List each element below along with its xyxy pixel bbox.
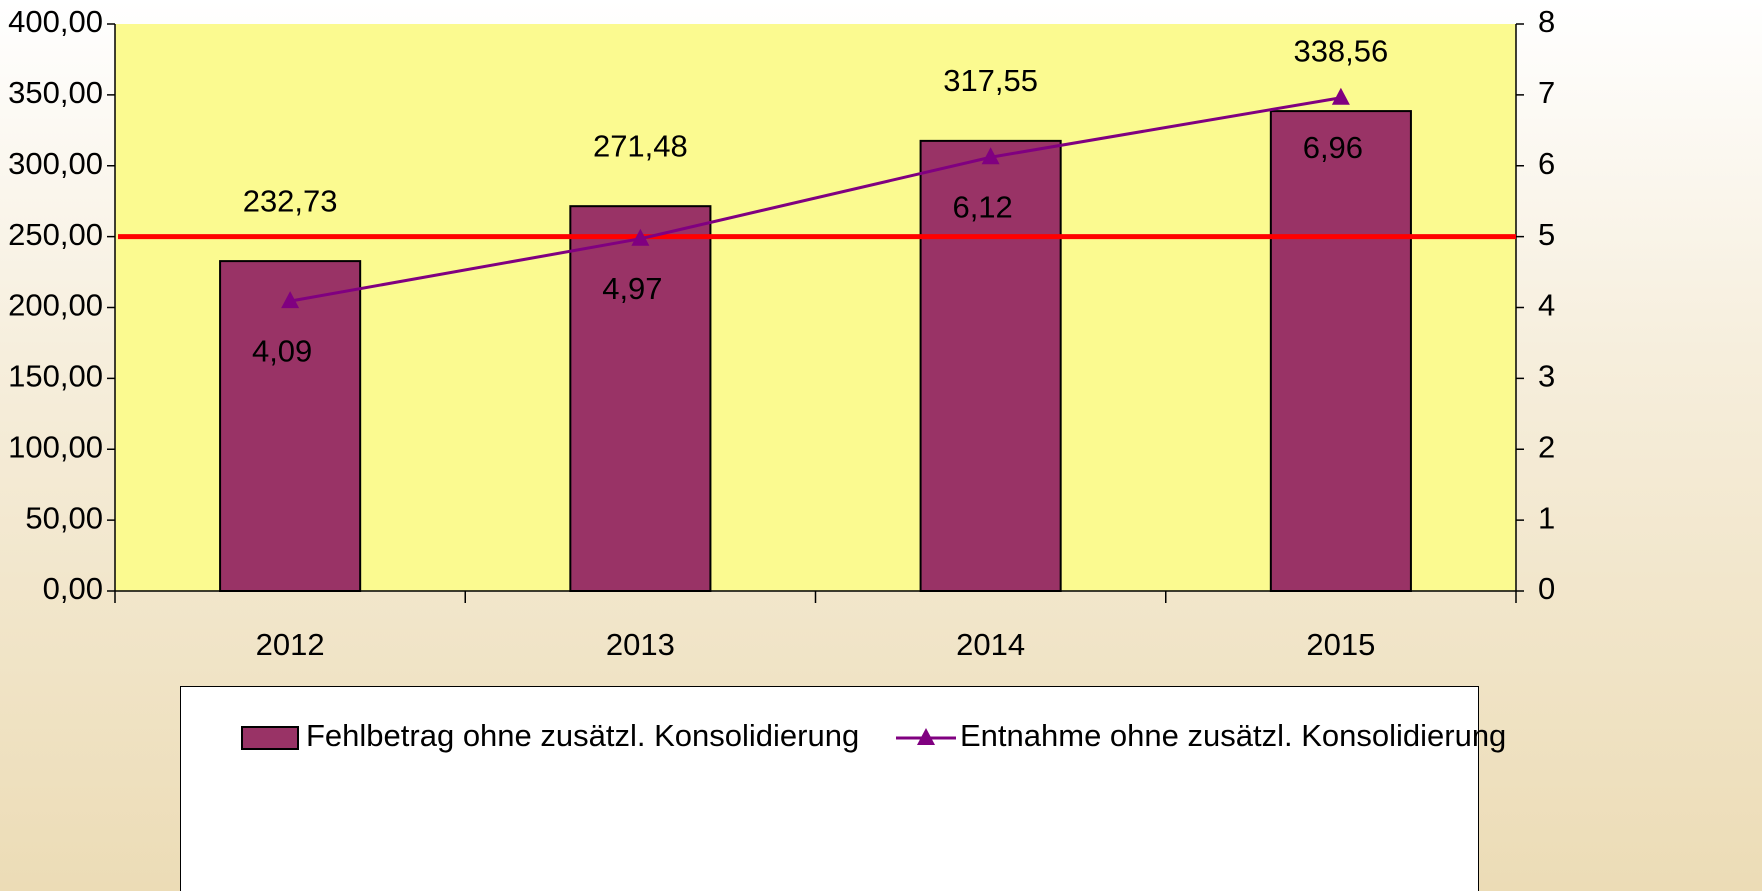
y-tick-label: 150,00 bbox=[8, 359, 103, 394]
y-tick-label: 200,00 bbox=[8, 288, 103, 323]
y2-tick-label: 1 bbox=[1538, 500, 1555, 535]
y2-tick-label: 5 bbox=[1538, 217, 1555, 252]
legend-box bbox=[180, 686, 1479, 891]
x-tick-label: 2013 bbox=[606, 627, 675, 662]
line-value-label: 6,96 bbox=[1303, 130, 1363, 165]
line-marker bbox=[631, 228, 650, 246]
y-tick-label: 350,00 bbox=[8, 75, 103, 110]
legend-marker bbox=[917, 728, 935, 745]
x-tick-label: 2012 bbox=[256, 627, 325, 662]
line-value-label: 4,97 bbox=[602, 271, 662, 306]
bar-value-label: 317,55 bbox=[943, 63, 1038, 98]
legend-swatch bbox=[241, 726, 299, 750]
line-marker bbox=[981, 147, 1000, 165]
line-marker bbox=[1331, 87, 1350, 105]
y-tick-label: 250,00 bbox=[8, 217, 103, 252]
legend-label: Entnahme ohne zusätzl. Konsolidierung bbox=[960, 718, 1506, 753]
y-tick-label: 100,00 bbox=[8, 429, 103, 464]
y-tick-label: 50,00 bbox=[25, 500, 103, 535]
line-value-label: 6,12 bbox=[952, 189, 1012, 224]
y2-tick-label: 6 bbox=[1538, 146, 1555, 181]
bar bbox=[219, 260, 362, 592]
bar-value-label: 271,48 bbox=[593, 128, 688, 163]
bar bbox=[1269, 110, 1412, 593]
legend-label: Fehlbetrag ohne zusätzl. Konsolidierung bbox=[306, 718, 859, 753]
bar-value-label: 338,56 bbox=[1293, 33, 1388, 68]
y2-tick-label: 8 bbox=[1538, 4, 1555, 39]
line bbox=[289, 96, 1342, 303]
y2-tick-label: 0 bbox=[1538, 571, 1555, 606]
line-marker bbox=[281, 291, 300, 309]
y2-tick-label: 3 bbox=[1538, 359, 1555, 394]
x-tick-label: 2015 bbox=[1306, 627, 1375, 662]
y-tick-label: 400,00 bbox=[8, 4, 103, 39]
y2-tick-label: 2 bbox=[1538, 429, 1555, 464]
line-value-label: 4,09 bbox=[252, 333, 312, 368]
bar bbox=[569, 205, 712, 592]
y2-tick-label: 7 bbox=[1538, 75, 1555, 110]
y2-tick-label: 4 bbox=[1538, 288, 1555, 323]
x-tick-label: 2014 bbox=[956, 627, 1025, 662]
bar bbox=[919, 139, 1062, 593]
bar-value-label: 232,73 bbox=[243, 183, 338, 218]
y-tick-label: 0,00 bbox=[43, 571, 103, 606]
y-tick-label: 300,00 bbox=[8, 146, 103, 181]
